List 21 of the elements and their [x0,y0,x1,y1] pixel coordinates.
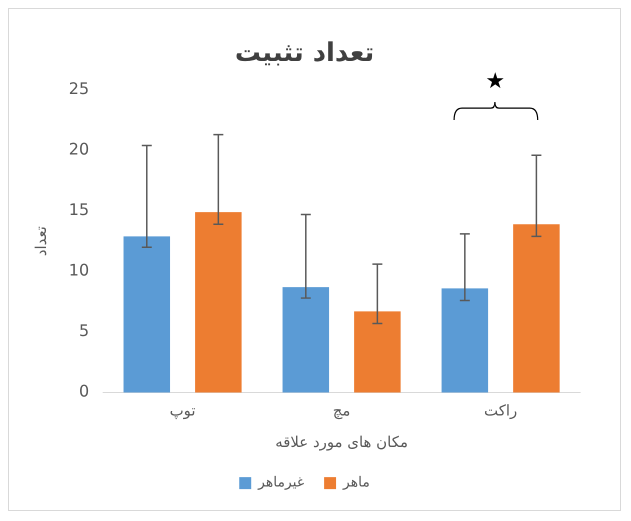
y-tick-label: 20 [68,140,90,159]
y-tick-label: 10 [68,260,90,280]
legend-label: غیرماهر [257,474,304,491]
y-tick-label: 15 [68,200,90,220]
chart-title: تعداد تثبیت [234,38,374,68]
bar [354,311,401,392]
x-tick-label: مچ [332,401,350,420]
bar [124,236,170,392]
annotation: ★ [484,69,506,96]
legend-label: ماهر [342,474,370,491]
x-tick-label: راکت [484,401,518,420]
y-tick-label: 25 [68,79,90,98]
bar [513,224,560,392]
y-tick-label: 0 [78,382,90,401]
x-axis-title: مکان های مورد علاقه [275,433,408,452]
y-tick-label: 5 [78,321,90,340]
bar [282,287,330,392]
y-axis-title: تعداد [32,226,50,256]
bar [195,212,242,392]
bar [442,288,488,392]
x-tick-label: توپ [170,401,196,420]
